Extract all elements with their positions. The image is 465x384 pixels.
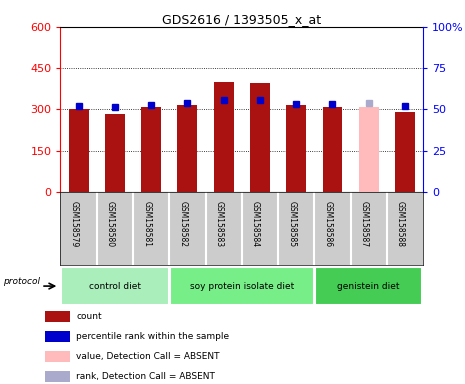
Text: rank, Detection Call = ABSENT: rank, Detection Call = ABSENT [76, 372, 215, 381]
Text: GSM158587: GSM158587 [360, 196, 369, 242]
Bar [45, 331, 70, 342]
Bar [178, 105, 197, 192]
Text: GSM158580: GSM158580 [106, 196, 115, 242]
Text: control diet: control diet [89, 281, 141, 291]
Bar [45, 311, 70, 322]
Text: GSM158586: GSM158586 [324, 201, 332, 247]
Text: count: count [76, 312, 102, 321]
Text: genistein diet: genistein diet [338, 281, 400, 291]
Bar [45, 371, 70, 382]
Bar [214, 82, 233, 192]
Text: GSM158586: GSM158586 [324, 196, 332, 242]
Text: GSM158581: GSM158581 [142, 201, 151, 247]
Title: GDS2616 / 1393505_x_at: GDS2616 / 1393505_x_at [162, 13, 321, 26]
Text: GSM158588: GSM158588 [396, 196, 405, 242]
Text: GSM158582: GSM158582 [179, 196, 187, 242]
Text: GSM158582: GSM158582 [179, 201, 187, 247]
Bar [250, 83, 270, 192]
Bar [69, 109, 88, 192]
Bar [286, 105, 306, 192]
Text: GSM158588: GSM158588 [396, 201, 405, 247]
Text: GSM158581: GSM158581 [142, 196, 151, 242]
Bar [45, 351, 70, 362]
FancyBboxPatch shape [61, 267, 168, 305]
Text: GSM158585: GSM158585 [287, 201, 296, 247]
Text: GSM158579: GSM158579 [70, 201, 79, 247]
Text: GSM158580: GSM158580 [106, 201, 115, 247]
Text: soy protein isolate diet: soy protein isolate diet [190, 281, 294, 291]
Text: GSM158583: GSM158583 [215, 196, 224, 242]
FancyBboxPatch shape [315, 267, 422, 305]
Bar [141, 107, 161, 192]
Text: GSM158584: GSM158584 [251, 201, 260, 247]
Text: GSM158584: GSM158584 [251, 196, 260, 242]
Bar [105, 114, 125, 192]
FancyBboxPatch shape [170, 267, 313, 305]
Bar [395, 112, 415, 192]
Text: value, Detection Call = ABSENT: value, Detection Call = ABSENT [76, 352, 220, 361]
Text: GSM158583: GSM158583 [215, 201, 224, 247]
Bar [323, 107, 342, 192]
Text: GSM158585: GSM158585 [287, 196, 296, 242]
Text: GSM158587: GSM158587 [360, 201, 369, 247]
Text: protocol: protocol [3, 276, 40, 286]
Bar [359, 107, 379, 192]
Text: GSM158579: GSM158579 [70, 196, 79, 242]
Text: percentile rank within the sample: percentile rank within the sample [76, 332, 229, 341]
